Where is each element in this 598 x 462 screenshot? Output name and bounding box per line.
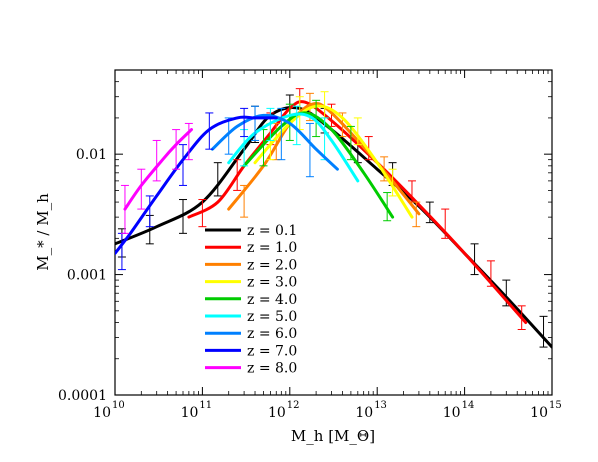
legend-label: z = 6.0 bbox=[247, 326, 297, 342]
series-z-7-0 bbox=[115, 107, 278, 271]
x-tick-exponent: 11 bbox=[199, 400, 212, 411]
legend: z = 0.1z = 1.0z = 2.0 z = 3.0z = 4.0z = 5… bbox=[205, 223, 297, 377]
series-line bbox=[187, 100, 528, 324]
series-line bbox=[242, 111, 395, 219]
x-tick-exponent: 12 bbox=[287, 400, 300, 411]
y-axis-title: M_* / M_h bbox=[34, 193, 52, 271]
x-tick-label: 10 bbox=[93, 405, 111, 421]
series-line bbox=[115, 115, 278, 255]
legend-label: z = 4.0 bbox=[247, 292, 297, 308]
x-tick-exponent: 10 bbox=[112, 400, 125, 411]
x-tick-label: 10 bbox=[443, 405, 461, 421]
plot-frame bbox=[114, 69, 553, 396]
x-tick-label: 10 bbox=[181, 405, 199, 421]
x-tick-label: 10 bbox=[268, 405, 286, 421]
legend-label: z = 1.0 bbox=[247, 240, 297, 256]
series-z-1-0 bbox=[187, 88, 528, 330]
y-tick-label: 0.0001 bbox=[58, 388, 107, 404]
legend-label: z = 7.0 bbox=[247, 343, 297, 359]
x-tick-exponent: 15 bbox=[549, 400, 562, 411]
series-z-8-0 bbox=[120, 122, 193, 234]
x-tick-exponent: 14 bbox=[462, 400, 475, 411]
axis-labels: M_h [M_Θ] M_* / M_h bbox=[34, 193, 375, 445]
x-tick-label: 10 bbox=[530, 405, 548, 421]
legend-label: z = 3.0 bbox=[247, 275, 297, 291]
y-tick-label: 0.001 bbox=[67, 268, 107, 284]
series-line bbox=[123, 128, 193, 211]
legend-label: z = 5.0 bbox=[247, 309, 297, 325]
series-line bbox=[227, 112, 360, 183]
x-tick-label: 10 bbox=[355, 405, 373, 421]
legend-label: z = 8.0 bbox=[247, 361, 297, 377]
series-layer bbox=[115, 88, 552, 349]
y-tick-label: 0.01 bbox=[76, 147, 107, 163]
x-axis-title: M_h [M_Θ] bbox=[291, 427, 375, 445]
legend-label: z = 0.1 bbox=[247, 223, 297, 239]
legend-label: z = 2.0 bbox=[247, 257, 297, 273]
x-tick-exponent: 13 bbox=[374, 400, 387, 411]
series-z-5-0 bbox=[227, 105, 360, 183]
series-line bbox=[253, 104, 414, 219]
